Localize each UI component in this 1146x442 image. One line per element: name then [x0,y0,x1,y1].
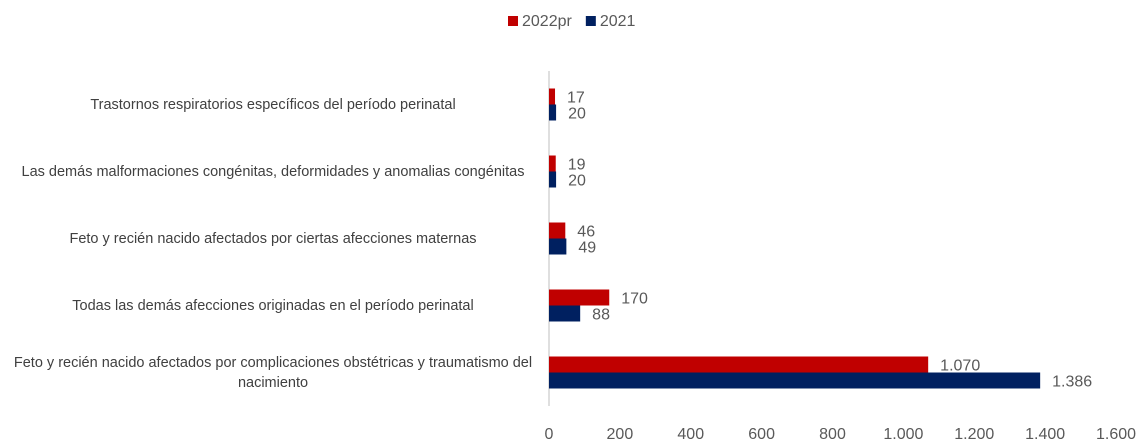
bar [549,88,556,105]
bar [549,222,566,239]
y-tick-label: Feto y recién nacido afectados por compl… [13,354,533,391]
legend-label: 2021 [600,13,636,30]
data-label: 20 [568,106,586,123]
data-label: 170 [621,291,648,308]
x-tick-label: 1.400 [1025,426,1065,442]
data-label: 1.386 [1052,374,1092,391]
data-label: 20 [568,173,586,190]
data-label: 17 [567,90,585,107]
data-label: 88 [592,307,610,324]
x-tick-label: 1.000 [883,426,923,442]
y-tick-label: Trastornos respiratorios específicos del… [90,96,456,113]
data-label: 19 [568,157,586,174]
y-tick-label: Todas las demás afecciones originadas en… [72,297,474,314]
legend-swatch [508,16,518,26]
bar [549,171,557,188]
bar [549,356,929,373]
x-tick-label: 0 [545,426,554,442]
bar [549,289,610,306]
x-tick-label: 600 [748,426,775,442]
y-tick-label: Las demás malformaciones congénitas, def… [21,163,525,180]
data-label: 49 [578,240,596,257]
x-tick-label: 800 [819,426,846,442]
legend-swatch [585,16,596,26]
bar [549,104,557,121]
data-label: 46 [577,224,595,241]
y-tick-label: Feto y recién nacido afectados por ciert… [69,230,477,247]
x-tick-label: 1.200 [954,426,994,442]
x-tick-label: 1.600 [1096,426,1136,442]
x-tick-label: 200 [607,426,634,442]
data-label: 1.070 [940,358,980,375]
legend-label: 2022pr [522,13,572,30]
bar [549,238,567,255]
bar [549,155,556,172]
bar [549,372,1041,389]
x-tick-label: 400 [677,426,704,442]
bar [549,305,581,322]
